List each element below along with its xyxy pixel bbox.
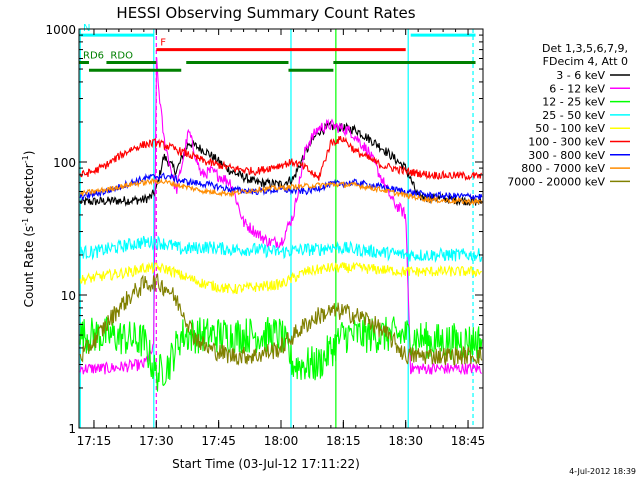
chart-title: HESSI Observing Summary Count Rates xyxy=(116,4,415,22)
x-tick-label: 18:15 xyxy=(326,434,361,448)
legend-entry-label: 12 - 25 keV xyxy=(542,96,605,109)
series-line-3-6-keV xyxy=(79,120,483,207)
series-line-12-25-keV xyxy=(79,315,483,392)
y-axis-label-main: Count Rate (s xyxy=(22,226,36,308)
series-line-7000-20000-keV xyxy=(79,273,483,366)
series-line-800-7000-keV xyxy=(79,178,483,206)
series-line-100-300-keV xyxy=(79,135,482,182)
series-line-50-100-keV xyxy=(79,261,483,295)
legend-entry-label: 25 - 50 keV xyxy=(542,109,605,122)
footer-date: 4-Jul-2012 18:39 xyxy=(569,467,636,476)
y-tick-label: 10 xyxy=(61,289,76,303)
x-tick-label: 18:45 xyxy=(451,434,486,448)
y-tick-label: 1000 xyxy=(45,23,76,37)
legend-header-line-2: FDecim 4, Att 0 xyxy=(543,55,628,68)
y-axis-label-end: ) xyxy=(22,151,36,156)
y-axis-label-sup1: -1 xyxy=(21,218,30,226)
legend-entry-label: 7000 - 20000 keV xyxy=(507,175,605,188)
series-line-25-50-keV xyxy=(79,235,483,264)
legend-entry-label: 300 - 800 keV xyxy=(528,149,605,162)
state-bar-label-rdo: RDO xyxy=(110,50,133,61)
x-tick-label: 17:15 xyxy=(77,434,112,448)
legend: Det 1,3,5,6,7,9, FDecim 4, Att 0 3 - 6 k… xyxy=(507,42,630,188)
legend-header-line-1: Det 1,3,5,6,7,9, xyxy=(542,42,628,55)
x-tick-label: 17:45 xyxy=(201,434,236,448)
y-tick-label: 100 xyxy=(53,156,76,170)
state-bar-label-rd6: RD6 xyxy=(83,50,104,61)
y-axis-label-sup2: -1 xyxy=(21,155,30,163)
x-axis-label: Start Time (03-Jul-12 17:11:22) xyxy=(172,457,360,471)
series-line-300-800-keV xyxy=(79,172,483,202)
legend-entry-label: 100 - 300 keV xyxy=(528,136,605,149)
legend-entry-label: 50 - 100 keV xyxy=(535,122,605,135)
x-tick-label: 18:00 xyxy=(264,434,299,448)
y-axis-label-mid: detector xyxy=(22,163,36,218)
y-axis-label: Count Rate (s-1 detector-1) xyxy=(21,151,36,308)
y-tick-label: 1 xyxy=(68,422,76,436)
state-bar-label-f: F xyxy=(160,38,166,49)
x-tick-label: 17:30 xyxy=(139,434,174,448)
legend-entry-label: 800 - 7000 keV xyxy=(521,162,605,175)
legend-entry-label: 3 - 6 keV xyxy=(556,69,605,82)
legend-entry-label: 6 - 12 keV xyxy=(549,82,605,95)
x-tick-label: 18:30 xyxy=(388,434,423,448)
